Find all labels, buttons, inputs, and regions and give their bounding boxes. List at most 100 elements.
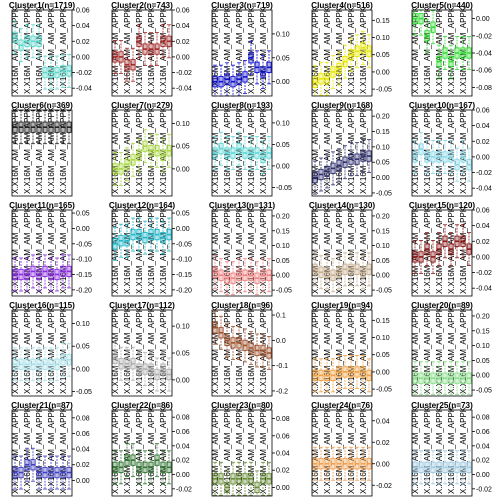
x-tick-label: X.X16M_AM_AM_APPK [447, 206, 456, 294]
y-tick-label: 0.04 [276, 451, 290, 458]
y-tick-label: -0.15 [176, 272, 192, 279]
x-tick-label: X.X16M_AM_AM_APPK [35, 6, 44, 94]
x-tick-label: X.X16M_AM_AM_APPK [459, 6, 468, 94]
x-tick-label: X.X16M_AM_AM_APPK [247, 206, 256, 294]
y-tick-label: 0.0 [276, 338, 286, 345]
y-tick-label: -0.05 [276, 288, 292, 295]
x-tick-label: X.X16M_AM_AM_APPK [211, 406, 220, 494]
panel-frame [211, 309, 273, 397]
x-tick-label: X.X16M_AM_AM_APPK [323, 206, 332, 294]
y-tick-label: 0.02 [76, 39, 90, 46]
y-tick-label: 0.15 [376, 18, 390, 25]
panel-title: Cluster3(n=719) [211, 1, 273, 10]
x-tick-label: X.X16M_AM_AM_APPK [323, 406, 332, 494]
y-tick-label: 0.05 [76, 211, 90, 218]
panel-frame [411, 309, 473, 397]
x-tick-label: X.X16M_AM_AM_APPK [459, 406, 468, 494]
panel-frame [11, 109, 73, 197]
y-tick-label: 0.10 [176, 324, 190, 331]
y-tick-label: -0.02 [476, 270, 492, 277]
y-tick-label: 0.00 [476, 16, 490, 23]
x-tick-label: X.X16M_AM_AM_APPK [359, 206, 368, 294]
cluster-panel: Cluster4(n=516)X.X16M_AM_AM_APPK X.X16M_A… [311, 1, 392, 97]
x-tick-label: X.X16M_AM_AM_APPK [223, 306, 232, 394]
panel-title: Cluster2(n=743) [111, 1, 173, 10]
y-tick-label: 0.00 [476, 472, 490, 479]
x-tick-label: X.X16M_AM_AM_APPK [23, 406, 32, 494]
panel-title: Cluster4(n=516) [311, 1, 373, 10]
x-tick-label: X.X16M_AM_AM_APPK [459, 206, 468, 294]
y-tick-label: 0.05 [376, 258, 390, 265]
y-tick-label: 0.06 [476, 108, 490, 115]
y-tick-label: -0.04 [476, 186, 492, 193]
panel-frame [11, 409, 73, 497]
x-tick-label: X.X16M_AM_AM_APPK [359, 306, 368, 394]
y-tick-label: 0.05 [376, 352, 390, 359]
x-tick-label: X.X16M_AM_AM_APPK [211, 206, 220, 294]
panel-title: Cluster14(n=130) [309, 201, 375, 210]
cluster-panel: Cluster12(n=164)X.X16M_AM_AM_APPK X.X16M_… [109, 201, 192, 297]
y-tick-label: 0.00 [276, 79, 290, 86]
y-tick-label: 0.04 [476, 223, 490, 230]
x-tick-label: X.X16M_AM_AM_APPK [47, 306, 56, 394]
panel-frame [411, 409, 473, 497]
x-tick-label: X.X16M_AM_AM_APPK [335, 6, 344, 94]
y-tick-label: 0.10 [376, 243, 390, 250]
x-tick-label: X.X16M_AM_AM_APPK [323, 106, 332, 194]
cluster-panel: Cluster23(n=80)X.X16M_AM_AM_APPK X.X16M_A… [211, 401, 290, 497]
y-tick-label: 0.06 [476, 208, 490, 215]
x-tick-label: X.X16M_AM_AM_APPK [359, 6, 368, 94]
x-tick-label: X.X16M_AM_AM_APPK [11, 306, 20, 394]
x-tick-label: X.X16M_AM_AM_APPK [35, 306, 44, 394]
x-tick-label: X.X16M_AM_AM_APPK [335, 406, 344, 494]
panel-title: Cluster12(n=164) [109, 201, 175, 210]
y-tick-label: 0.06 [176, 8, 190, 15]
y-tick-label: 0.15 [376, 318, 390, 325]
cluster-panel: Cluster16(n=115)X.X16M_AM_AM_APPK X.X16M_… [9, 301, 92, 397]
y-tick-label: 0.00 [476, 254, 490, 261]
y-tick-label: 0.08 [76, 415, 90, 422]
panel-frame [11, 209, 73, 297]
x-tick-label: X.X16M_AM_AM_APPK [35, 406, 44, 494]
x-tick-label: X.X16M_AM_AM_APPK [111, 306, 120, 394]
y-tick-label: 0.02 [376, 440, 390, 447]
y-tick-label: -0.2 [276, 388, 288, 395]
y-tick-label: -0.04 [76, 86, 92, 93]
y-tick-label: 0.05 [276, 258, 290, 265]
x-tick-label: X.X16M_AM_AM_APPK [247, 406, 256, 494]
x-tick-label: X.X16M_AM_AM_APPK [159, 406, 168, 494]
y-tick-label: 0.02 [176, 458, 190, 465]
y-tick-label: 0.1 [276, 313, 286, 320]
cluster-panel: Cluster25(n=73)X.X16M_AM_AM_APPK X.X16M_A… [411, 401, 492, 497]
panel-title: Cluster24(n=76) [311, 401, 373, 410]
cluster-panel: Cluster14(n=130)X.X16M_AM_AM_APPK X.X16M_… [309, 201, 392, 297]
y-tick-label: -0.15 [76, 272, 92, 279]
y-tick-label: 0.05 [376, 52, 390, 59]
y-tick-label: 0.00 [76, 226, 90, 233]
x-tick-label: X.X16M_AM_AM_APPK [447, 306, 456, 394]
x-tick-label: X.X16M_AM_AM_APPK [11, 6, 20, 94]
x-tick-label: X.X16M_AM_AM_APPK [23, 206, 32, 294]
panel-title: Cluster13(n=131) [209, 201, 275, 210]
y-tick-label: -0.05 [376, 87, 392, 94]
panel-title: Cluster10(n=167) [409, 101, 475, 110]
cluster-panel: Cluster11(n=165)X.X16M_AM_AM_APPK X.X16M_… [9, 201, 92, 297]
y-tick-label: 0.15 [476, 328, 490, 335]
x-tick-label: X.X16M_AM_AM_APPK [311, 206, 320, 294]
panel-frame [311, 209, 373, 297]
x-tick-label: X.X16M_AM_AM_APPK [411, 106, 420, 194]
x-tick-label: X.X16M_AM_AM_APPK [435, 406, 444, 494]
y-tick-label: 0.20 [476, 313, 490, 320]
panel-title: Cluster21(n=87) [11, 401, 73, 410]
y-tick-label: 0.05 [376, 160, 390, 167]
y-tick-label: 0.05 [76, 344, 90, 351]
x-tick-label: X.X16M_AM_AM_APPK [123, 406, 132, 494]
x-tick-label: X.X16M_AM_AM_APPK [411, 206, 420, 294]
x-tick-label: X.X16M_AM_AM_APPK [47, 406, 56, 494]
y-tick-label: -0.04 [176, 86, 192, 93]
y-tick-label: 0.04 [476, 443, 490, 450]
panel-title: Cluster6(n=369) [11, 101, 73, 110]
y-tick-label: 0.10 [276, 120, 290, 127]
x-tick-label: X.X16M_AM_AM_APPK [235, 206, 244, 294]
cluster-panel: Cluster9(n=168)X.X16M_AM_AM_APPK X.X16M_A… [311, 101, 392, 197]
